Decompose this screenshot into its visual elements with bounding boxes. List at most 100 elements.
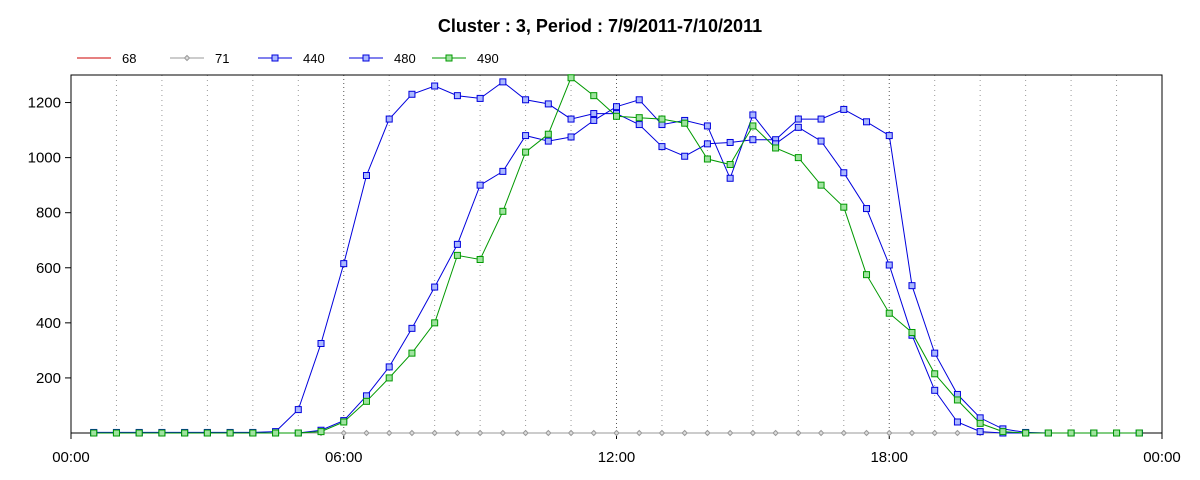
legend-item-440: 440 <box>258 51 325 66</box>
data-point-490 <box>203 429 211 437</box>
data-point-480 <box>817 137 825 145</box>
legend: 68 71 440 480 490 <box>77 51 499 66</box>
data-point-490 <box>1022 429 1030 437</box>
data-point-490 <box>135 429 143 437</box>
series-layer <box>90 74 1143 437</box>
legend-label: 490 <box>477 51 499 66</box>
data-point-490 <box>499 207 507 215</box>
x-tick-label: 06:00 <box>325 449 363 466</box>
data-point-480 <box>863 205 871 213</box>
data-point-490 <box>999 428 1007 436</box>
legend-label: 440 <box>303 51 325 66</box>
data-point-490 <box>885 309 893 317</box>
data-point-440 <box>658 143 666 151</box>
data-point-440 <box>453 92 461 100</box>
data-point-480 <box>840 169 848 177</box>
data-point-490 <box>522 148 530 156</box>
data-point-480 <box>408 324 416 332</box>
data-point-490 <box>863 271 871 279</box>
data-point-71 <box>863 429 870 437</box>
y-tick-label: 1000 <box>28 150 61 167</box>
data-point-480 <box>590 116 598 124</box>
data-point-490 <box>408 349 416 357</box>
series-440 <box>90 78 1143 437</box>
y-axis: 200 400 600 800 1000 1200 <box>28 95 71 387</box>
data-point-440 <box>476 94 484 102</box>
y-tick-label: 200 <box>36 370 61 387</box>
data-point-71 <box>954 429 961 437</box>
data-point-490 <box>772 144 780 152</box>
data-point-490 <box>613 112 620 120</box>
data-point-440 <box>817 115 825 123</box>
data-point-480 <box>522 132 530 140</box>
data-point-490 <box>658 115 666 123</box>
x-tick-label: 12:00 <box>598 449 636 466</box>
data-point-490 <box>453 251 461 259</box>
data-point-440 <box>681 152 689 160</box>
data-point-490 <box>294 429 302 437</box>
data-point-71 <box>795 429 802 437</box>
data-point-440 <box>590 110 598 118</box>
data-point-71 <box>386 429 393 437</box>
data-point-490 <box>590 92 598 100</box>
data-point-490 <box>794 154 802 162</box>
data-point-440 <box>703 140 711 148</box>
legend-item-71: 71 <box>170 51 229 66</box>
data-point-71 <box>658 429 666 437</box>
data-point-490 <box>158 429 166 437</box>
data-point-71 <box>545 429 552 437</box>
data-point-440 <box>362 172 370 180</box>
data-point-71 <box>567 429 575 437</box>
data-point-480 <box>703 122 711 130</box>
data-point-440 <box>499 78 507 86</box>
x-tick-label: 18:00 <box>870 449 908 466</box>
y-tick-label: 400 <box>36 315 61 332</box>
data-point-480 <box>885 261 893 269</box>
legend-label: 71 <box>215 51 229 66</box>
data-point-71 <box>681 429 688 437</box>
data-point-440 <box>863 118 871 126</box>
data-point-490 <box>908 328 916 336</box>
data-point-490 <box>226 429 234 437</box>
data-point-480 <box>953 418 961 426</box>
data-point-480 <box>976 428 984 436</box>
data-point-71 <box>454 429 461 437</box>
data-point-71 <box>931 429 938 437</box>
data-point-71 <box>886 429 893 437</box>
data-point-480 <box>613 103 620 111</box>
data-point-71 <box>522 429 529 437</box>
data-point-71 <box>499 429 507 437</box>
legend-swatch-marker <box>445 54 453 62</box>
data-point-71 <box>613 429 620 437</box>
y-tick-label: 800 <box>36 205 61 222</box>
data-point-71 <box>704 429 711 437</box>
data-point-480 <box>726 174 734 182</box>
data-point-71 <box>772 429 779 437</box>
series-490 <box>90 74 1143 437</box>
data-point-490 <box>362 397 370 405</box>
data-point-490 <box>385 374 393 382</box>
data-point-71 <box>340 429 347 437</box>
data-point-71 <box>636 429 643 437</box>
data-point-490 <box>90 429 98 437</box>
data-point-440 <box>317 340 325 347</box>
data-point-480 <box>431 283 439 291</box>
data-point-71 <box>476 429 484 437</box>
data-point-490 <box>431 319 439 327</box>
y-tick-label: 1200 <box>28 95 61 112</box>
legend-swatch-marker <box>271 54 279 62</box>
data-point-71 <box>840 429 847 437</box>
x-axis: 00:00 06:00 12:00 18:00 00:00 <box>52 433 1181 466</box>
data-point-440 <box>340 260 348 268</box>
data-point-490 <box>567 74 575 82</box>
data-point-440 <box>408 90 416 98</box>
data-point-440 <box>749 136 757 144</box>
data-point-440 <box>885 132 893 140</box>
data-point-71 <box>726 429 734 437</box>
data-point-480 <box>635 96 643 104</box>
data-point-440 <box>840 105 848 113</box>
data-point-440 <box>931 349 939 357</box>
legend-item-68: 68 <box>77 51 136 66</box>
data-point-490 <box>476 256 484 264</box>
